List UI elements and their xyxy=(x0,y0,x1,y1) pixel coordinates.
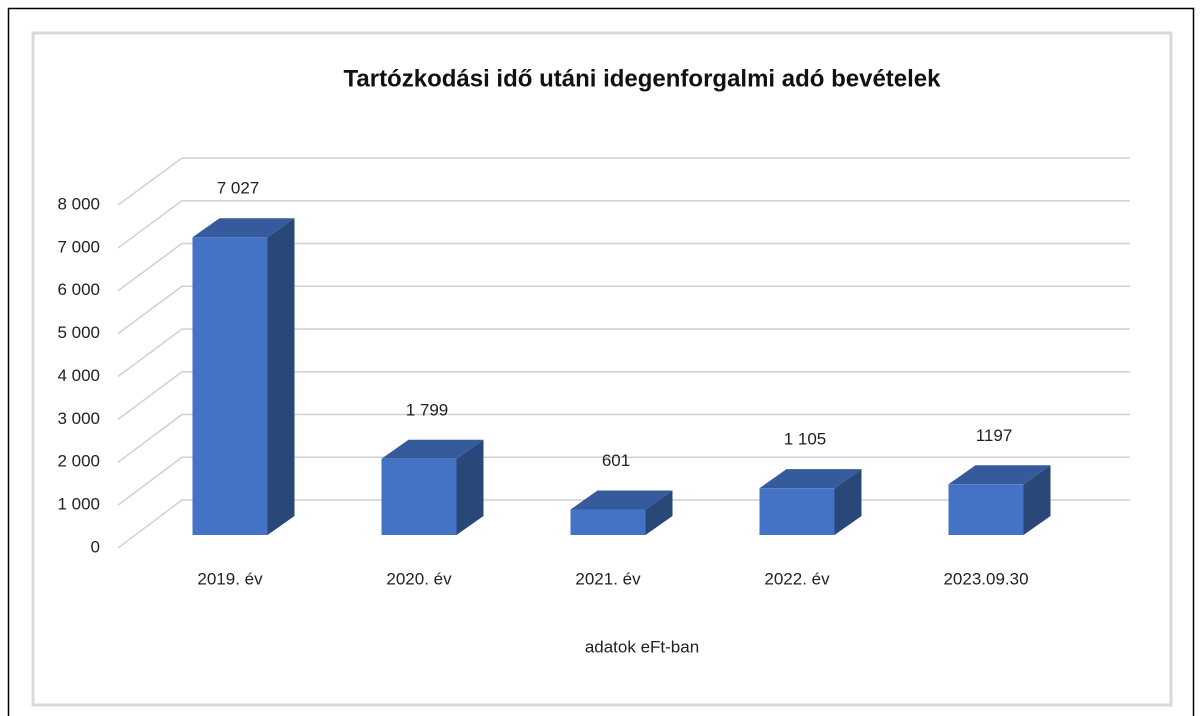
bar-side xyxy=(1023,465,1051,535)
value-label: 1 799 xyxy=(406,400,449,419)
x-tick-label: 2020. év xyxy=(386,569,452,588)
bar xyxy=(381,458,457,535)
bar-top xyxy=(381,439,484,459)
bar-top xyxy=(948,465,1051,485)
x-tick-label: 2023.09.30 xyxy=(943,569,1028,588)
x-axis-label: adatok eFt-ban xyxy=(585,637,699,656)
grid-line xyxy=(117,413,183,463)
y-tick-label: 5 000 xyxy=(57,323,100,342)
value-label: 7 027 xyxy=(217,179,260,198)
bar-side xyxy=(645,490,673,535)
value-label: 601 xyxy=(602,451,630,470)
bar-side xyxy=(456,439,484,535)
grid-line xyxy=(117,499,183,549)
grid-line xyxy=(117,242,183,292)
value-label: 1 105 xyxy=(784,430,827,449)
chart-frame xyxy=(31,31,1173,707)
y-tick-label: 0 xyxy=(91,537,100,556)
y-tick-label: 1 000 xyxy=(57,495,100,514)
x-tick-label: 2019. év xyxy=(197,569,263,588)
bar xyxy=(570,509,646,535)
bar xyxy=(759,488,835,535)
y-tick-label: 2 000 xyxy=(57,452,100,471)
chart-title: Tartózkodási idő utáni idegenforgalmi ad… xyxy=(344,65,942,92)
grid-line xyxy=(117,328,183,378)
grid-line xyxy=(117,200,183,249)
bar-top xyxy=(570,490,673,510)
grid-line xyxy=(117,371,183,420)
bar-side xyxy=(267,218,295,535)
grid-line xyxy=(117,285,183,335)
y-tick-label: 7 000 xyxy=(57,237,100,256)
y-tick-label: 6 000 xyxy=(57,280,100,299)
grid-line xyxy=(117,157,183,206)
bar-top xyxy=(759,469,862,489)
bar-top xyxy=(192,218,295,238)
bar-side xyxy=(834,469,862,535)
bar xyxy=(192,237,268,535)
bar xyxy=(948,484,1024,535)
x-tick-label: 2022. év xyxy=(764,569,830,588)
y-tick-label: 4 000 xyxy=(57,366,100,385)
y-tick-label: 8 000 xyxy=(57,194,100,213)
y-tick-label: 3 000 xyxy=(57,409,100,428)
grid-line xyxy=(117,456,183,506)
x-tick-label: 2021. év xyxy=(575,569,641,588)
value-label: 1197 xyxy=(976,426,1013,445)
outer-frame xyxy=(7,7,1195,716)
